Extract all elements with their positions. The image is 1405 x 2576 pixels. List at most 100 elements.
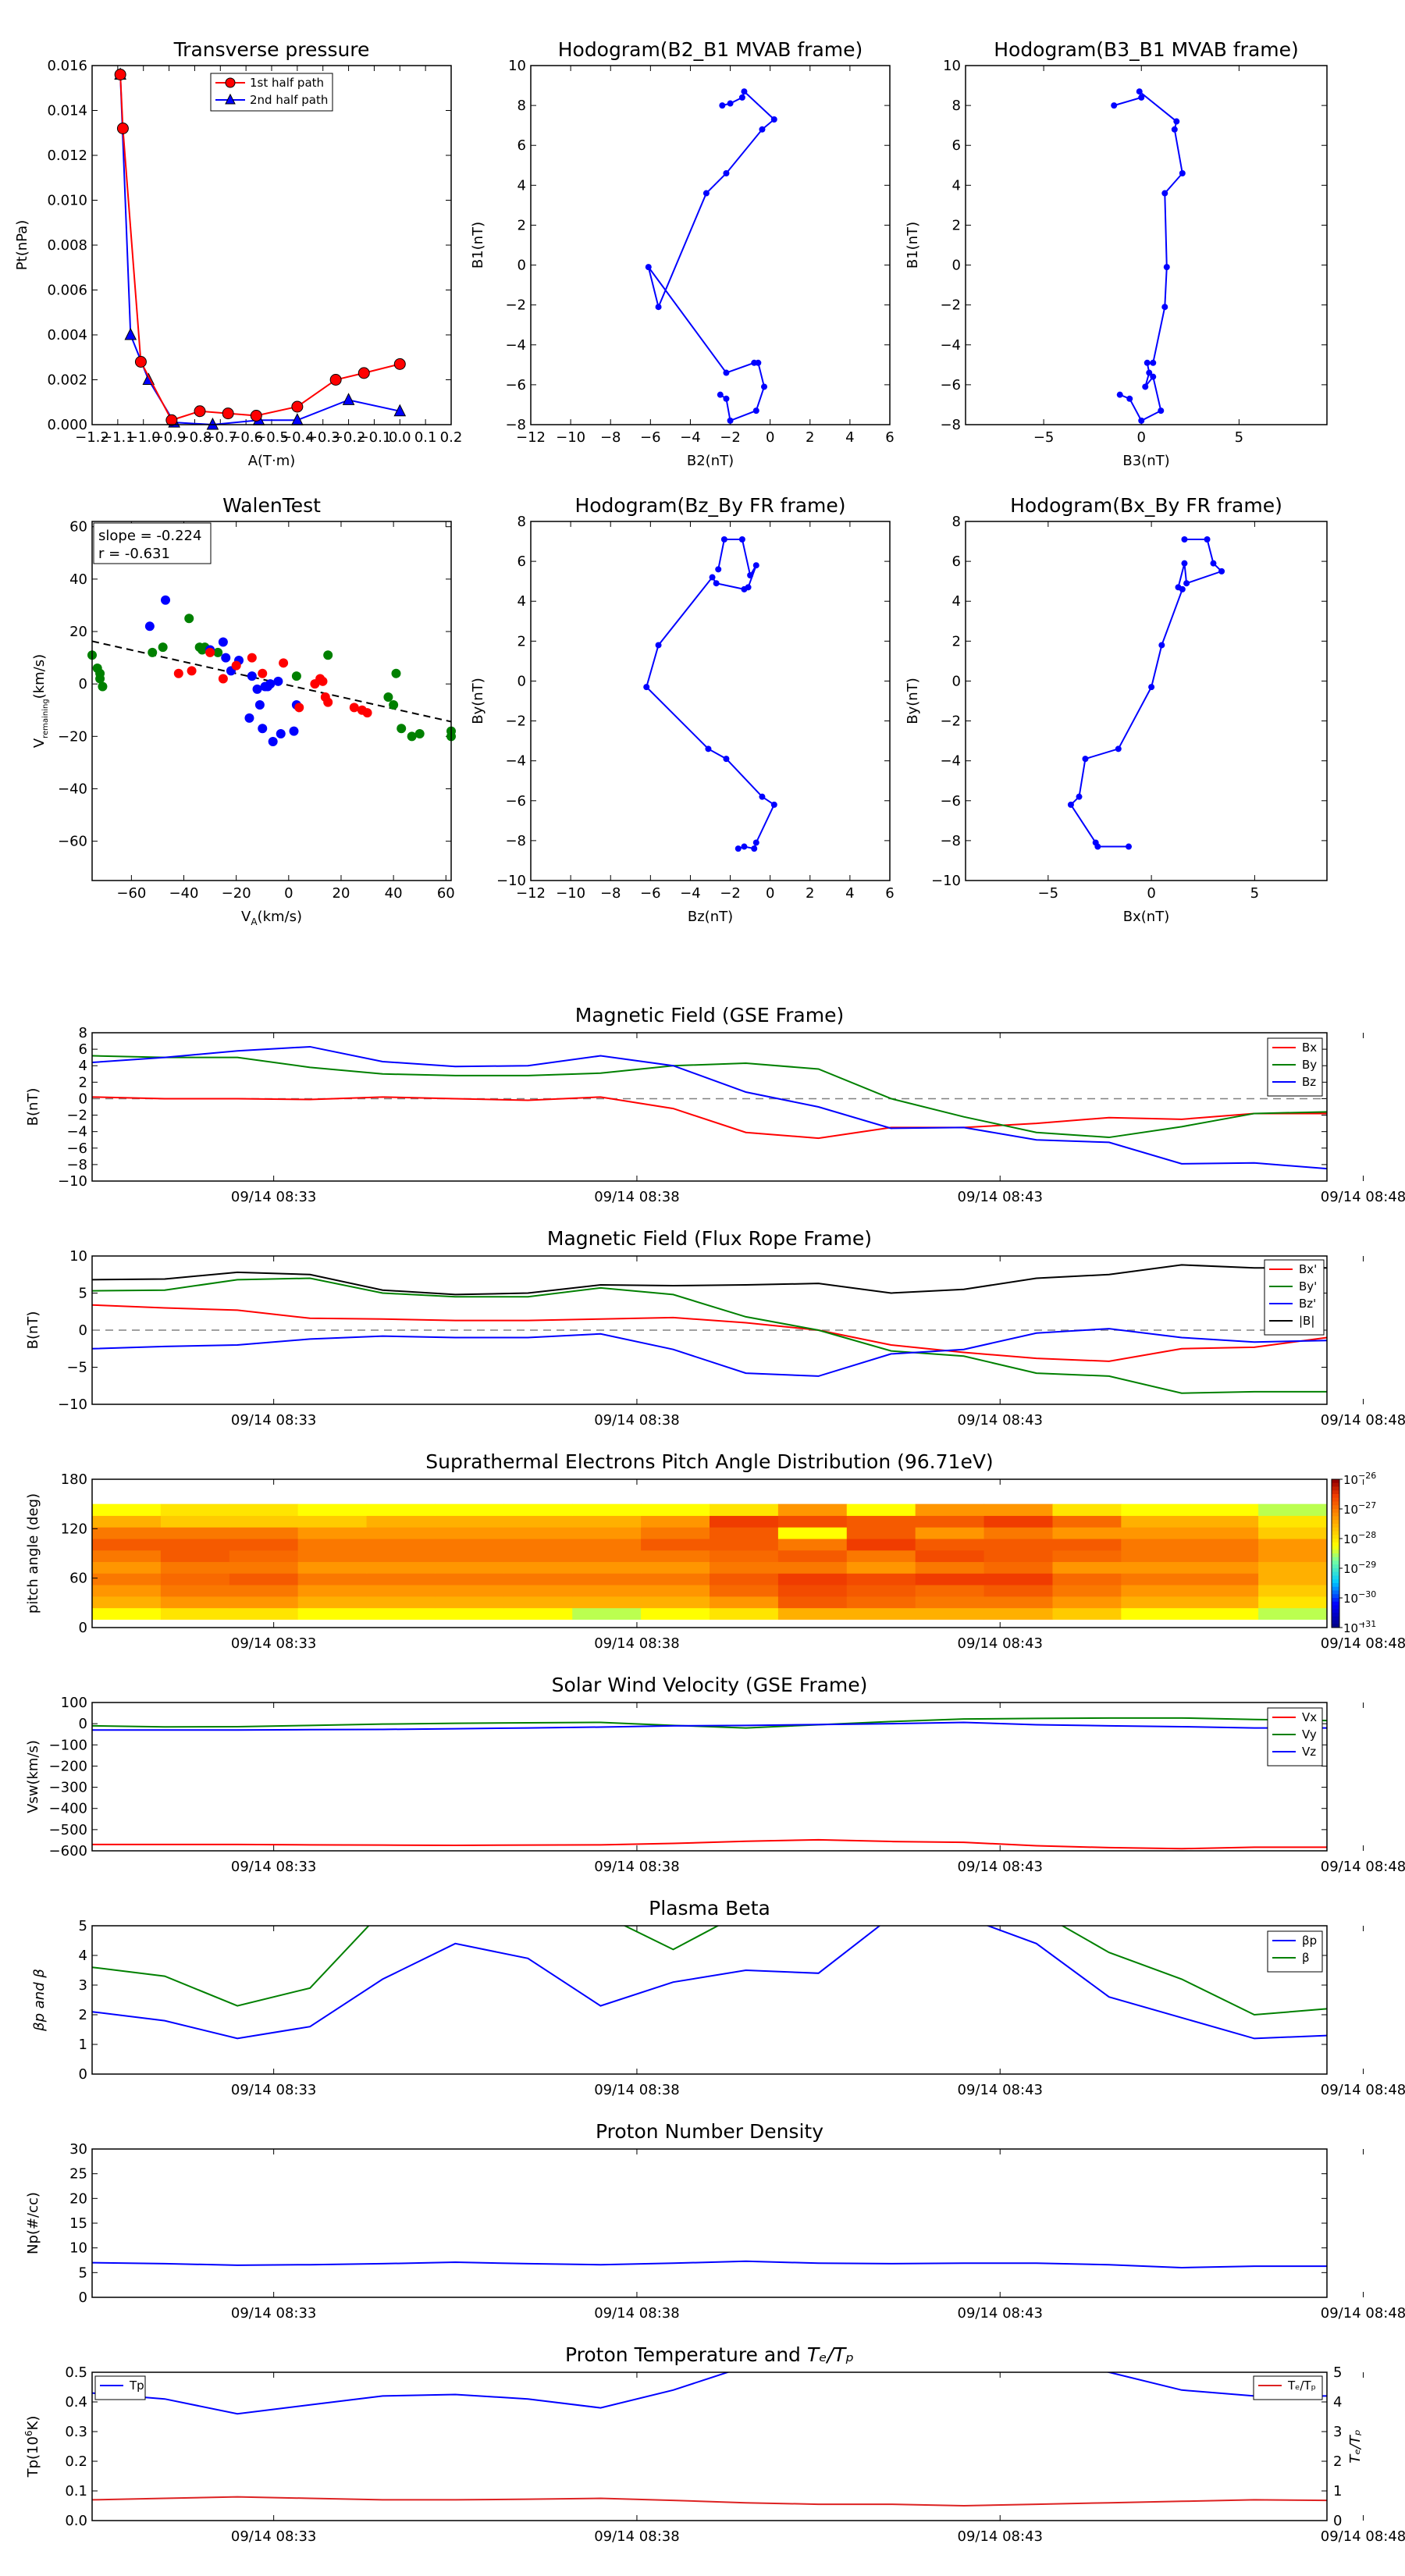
hodo_b2b1-path: [647, 90, 776, 422]
hodo_bzby-xtick-label: −12: [516, 885, 546, 902]
pad-cell: [435, 1515, 504, 1528]
pad-cell: [435, 1539, 504, 1551]
walen-ytick-label: −60: [58, 834, 87, 850]
beta-ylabel: βp and β: [31, 1969, 48, 2032]
hodo_bxby-panel: Hodogram(Bx_By FR frame) −5 0 5 −10 −8 −6 −4 −2 0…: [905, 494, 1327, 925]
hodo_b2b1-panel: Hodogram(B2_B1 MVAB frame) −12 −10 −8 −6 −4 −2…: [470, 38, 895, 469]
hodo_b3b1-ytick-label: 10: [943, 58, 961, 74]
transverse_pressure-xtick-label: −0.6: [229, 429, 263, 446]
pad-cell: [229, 1527, 299, 1539]
pad-colorbar-step: [1332, 1494, 1339, 1499]
pad-cell: [984, 1550, 1053, 1563]
hodo_bxby-ytick-label: −8: [940, 833, 961, 849]
transverse_pressure-xtick-label: −1.1: [101, 429, 135, 446]
pad-colorbar-step: [1332, 1516, 1339, 1521]
density-data: [92, 2260, 1327, 2269]
pad-colorbar-step: [1332, 1535, 1339, 1539]
hodo_b3b1-ytick-label: −6: [940, 377, 961, 393]
pad-cell: [641, 1539, 710, 1551]
pad-xtick-label: 09/14 08:38: [594, 1635, 679, 1652]
temperature-ytick-label: 0.2: [65, 2453, 87, 2470]
density-ytick-label: 10: [69, 2240, 87, 2257]
pad-cell: [572, 1607, 642, 1620]
beta-xtick-label: 09/14 08:48: [1321, 2082, 1405, 2098]
pad-colorbar-step: [1332, 1531, 1339, 1535]
hodo_b2b1-xtick-label: 2: [806, 429, 814, 446]
pad-colorbar-step: [1332, 1613, 1339, 1617]
pad-cell: [503, 1585, 573, 1597]
pad-colorbar-step: [1332, 1586, 1339, 1591]
hodo_bzby-point: [709, 574, 716, 581]
pad-cell: [160, 1573, 230, 1585]
mag_gse-ytick-label: 6: [79, 1041, 87, 1058]
hodo_bzby-panel: Hodogram(Bz_By FR frame)−12 −10 −8 −6 −4 −2 0 2…: [470, 494, 895, 925]
pad-cell: [1258, 1607, 1328, 1620]
hodo_b3b1-ytick-label: 2: [952, 217, 961, 233]
pad-cell: [984, 1515, 1053, 1528]
pad-cell: [572, 1596, 642, 1609]
first-half-path-point: [357, 367, 370, 379]
pad-cell: [160, 1539, 230, 1551]
temperature-series-Te-Tp: [91, 2496, 1328, 2507]
second-half-path-line: [119, 74, 400, 426]
pad-cell: [92, 1503, 162, 1516]
pad-cell: [710, 1515, 779, 1528]
hodo_bzby-title: Hodogram(Bz_By FR frame): [574, 494, 845, 517]
mag_gse-ylabel: B(nT): [25, 1088, 41, 1126]
hodo_bxby-point: [1082, 756, 1089, 763]
pad-colorbar-step: [1332, 1539, 1339, 1543]
walen-r: r = -0.631: [98, 546, 170, 562]
vsw-ytick-label: −500: [49, 1822, 87, 1838]
pad-colorbar-step: [1332, 1527, 1339, 1532]
hodo_b2b1-ytick-label: 8: [518, 98, 526, 114]
hodo_bzby-point: [723, 756, 730, 763]
vsw-title: Solar Wind Velocity (GSE Frame): [552, 1674, 868, 1696]
mag_fr-legend-label: By': [1299, 1279, 1317, 1293]
pad-cell: [710, 1573, 779, 1585]
hodo_bzby-xtick-label: 0: [766, 885, 774, 902]
walen-ytick-label: −20: [58, 728, 87, 745]
beta-xtick-label: 09/14 08:33: [231, 2082, 316, 2098]
pad-cell: [160, 1515, 230, 1528]
pad-colorbar-step: [1332, 1620, 1339, 1624]
hodo_b3b1-xlabel: B3(nT): [1122, 453, 1169, 469]
pad-cell: [366, 1539, 436, 1551]
pad-cell: [1190, 1515, 1259, 1528]
vsw-panel: Solar Wind Velocity (GSE Frame) −600 −500 −…: [25, 1674, 1405, 1875]
pad-cell: [915, 1607, 985, 1620]
pad-colorbar-label: 10−31: [1343, 1619, 1376, 1635]
hodo_bxby-title: Hodogram(Bx_By FR frame): [1010, 494, 1282, 517]
transverse_pressure-xlabel: A(T·m): [248, 453, 296, 469]
walen-point: [218, 637, 228, 647]
pad-cell: [984, 1607, 1053, 1620]
pad-colorbar-step: [1332, 1557, 1339, 1561]
density-series-Np: [92, 2260, 1327, 2269]
vsw-ylabel: Vsw(km/s): [25, 1740, 41, 1813]
hodo_bzby-xtick-label: −8: [600, 885, 621, 902]
pad-cell: [777, 1539, 848, 1551]
mag_gse-panel: Magnetic Field (GSE Frame) −10−8−6−4−2024…: [25, 1004, 1405, 1205]
mag_fr-legend-label: Bx': [1299, 1262, 1317, 1276]
hodo_b3b1-ytick-label: −4: [940, 337, 961, 354]
mag_gse-frame: [91, 1032, 1328, 1182]
beta-legend-box: [1267, 1930, 1323, 1973]
temperature-ytick-label: 0.1: [65, 2483, 87, 2500]
pad-cell: [229, 1503, 299, 1516]
hodo_b2b1-point: [645, 264, 652, 271]
hodo_bxby-path: [1069, 539, 1223, 848]
hodo_bzby-ytick-label: 0: [518, 673, 526, 689]
beta-legend-label: β: [1302, 1951, 1310, 1965]
pad-cell: [1258, 1539, 1328, 1551]
walen-point: [289, 726, 299, 736]
hodo_bxby-point: [1076, 793, 1083, 800]
legend-box: [210, 73, 333, 112]
pad-cell: [777, 1596, 848, 1609]
hodo_b2b1-xlabel: B2(nT): [687, 453, 734, 469]
temperature-y2tick-label: 1: [1333, 2483, 1342, 2500]
pad-cell: [366, 1596, 436, 1609]
pad-colorbar-step: [1332, 1579, 1339, 1584]
walen-point: [414, 728, 425, 738]
pad-colorbar-step: [1332, 1568, 1339, 1573]
pad-cell: [915, 1573, 985, 1585]
mag_gse-legend-label: Bx: [1302, 1041, 1317, 1055]
